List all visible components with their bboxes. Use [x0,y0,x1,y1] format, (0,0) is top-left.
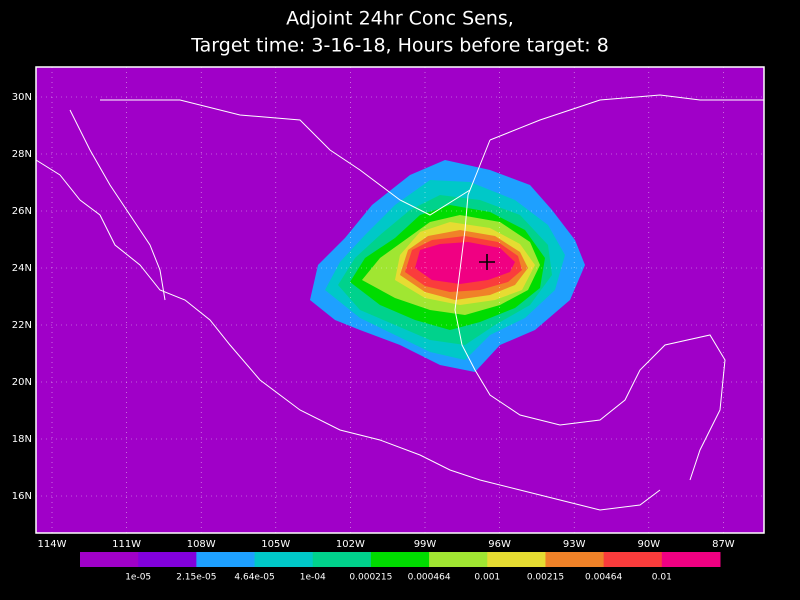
colorbar-label: 0.001 [474,573,500,583]
lon-label: 108W [187,539,216,550]
lon-label: 114W [38,539,67,550]
coastline [69,109,166,301]
colorbar-box [370,552,430,567]
colorbar-box [138,552,197,567]
lat-label: 24N [12,263,32,274]
colorbar-box [254,552,314,567]
coastline [35,159,661,511]
colorbar-label: 4.64e-05 [234,573,274,583]
lon-label: 96W [488,539,511,550]
colorbar-label: 0.000215 [349,573,392,583]
lon-label: 102W [336,539,365,550]
lat-label: 20N [12,377,32,388]
lat-label: 18N [12,434,32,445]
colorbar-box [603,552,663,567]
colorbar-label: 0.00464 [585,573,622,583]
lon-label: 111W [112,539,141,550]
lon-label: 105W [261,539,290,550]
colorbar-box [312,552,372,567]
contour [415,242,515,284]
colorbar-box [487,552,546,567]
colorbar-label: 2.15e-05 [176,573,216,583]
colorbar-box [545,552,605,567]
colorbar-label: 0.000464 [408,573,451,583]
border [100,99,471,216]
colorbar-label: 1e-04 [300,573,326,583]
lat-label: 30N [12,92,32,103]
coastline [454,139,726,481]
colorbar-box [80,552,139,567]
colorbar-box [196,552,256,567]
target-marker [479,254,495,270]
lat-label: 16N [12,491,32,502]
colorbar-box [661,552,721,567]
lat-label: 22N [12,320,32,331]
lon-label: 87W [712,539,735,550]
colorbar-box [429,552,488,567]
lat-label: 28N [12,149,32,160]
colorbar-label: 0.01 [652,573,672,583]
lon-label: 93W [563,539,586,550]
title-line-2: Target time: 3-16-18, Hours before targe… [190,35,609,57]
sensitivity-field [310,160,585,372]
map-frame [35,66,765,534]
lon-label: 99W [414,539,437,550]
lat-label: 26N [12,206,32,217]
colorbar-label: 1e-05 [125,573,151,583]
coastlines [35,94,764,511]
coastline [489,94,764,141]
title-line-1: Adjoint 24hr Conc Sens, [286,8,514,30]
colorbar-label: 0.00215 [527,573,564,583]
lon-label: 90W [637,539,660,550]
colorbar: 1e-05 2.15e-05 4.64e-05 1e-04 0.000215 0.0004… [80,552,721,583]
